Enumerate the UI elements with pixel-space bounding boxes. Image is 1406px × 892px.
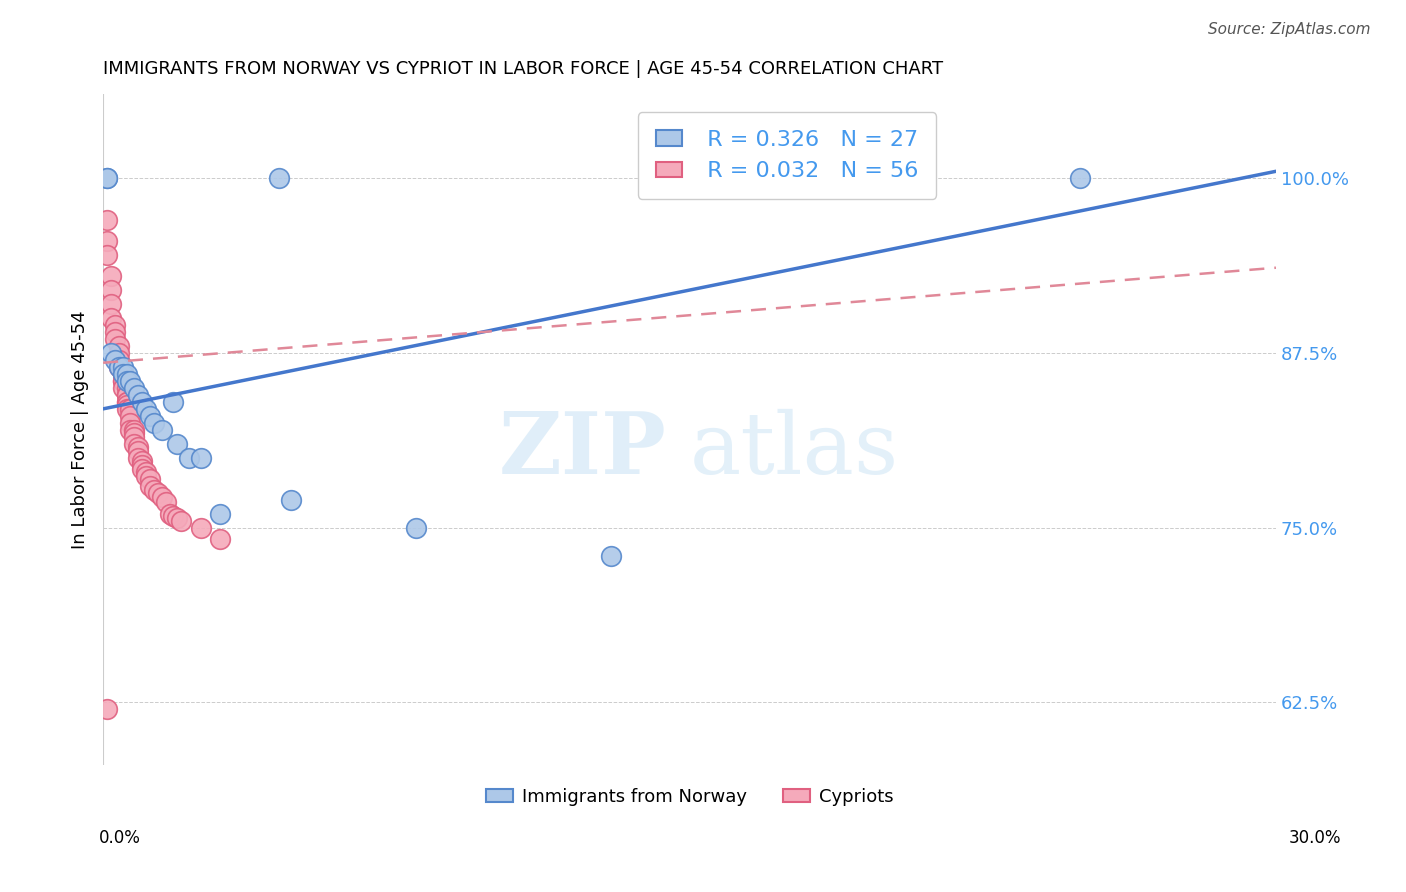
Point	[111, 367, 134, 381]
Point	[120, 401, 142, 416]
Point	[111, 374, 134, 388]
Point	[120, 374, 142, 388]
Point	[107, 346, 129, 360]
Point	[124, 430, 146, 444]
Point	[115, 398, 138, 412]
Point	[142, 416, 165, 430]
Point	[131, 453, 153, 467]
Text: Source: ZipAtlas.com: Source: ZipAtlas.com	[1208, 22, 1371, 37]
Point	[100, 297, 122, 311]
Point	[115, 401, 138, 416]
Point	[600, 549, 623, 563]
Point	[115, 381, 138, 395]
Point	[111, 374, 134, 388]
Point	[100, 283, 122, 297]
Point	[142, 483, 165, 497]
Point	[150, 423, 173, 437]
Point	[131, 462, 153, 476]
Point	[166, 511, 188, 525]
Point	[166, 437, 188, 451]
Point	[100, 346, 122, 360]
Point	[115, 388, 138, 402]
Point	[124, 425, 146, 440]
Point	[162, 509, 184, 524]
Point	[107, 359, 129, 374]
Point	[104, 318, 127, 332]
Point	[111, 367, 134, 381]
Point	[96, 702, 118, 716]
Point	[139, 472, 162, 486]
Point	[190, 450, 212, 465]
Point	[115, 395, 138, 409]
Point	[104, 325, 127, 339]
Text: atlas: atlas	[689, 409, 898, 491]
Point	[280, 492, 302, 507]
Text: ZIP: ZIP	[498, 408, 666, 492]
Point	[127, 388, 149, 402]
Point	[107, 339, 129, 353]
Point	[115, 395, 138, 409]
Point	[107, 353, 129, 368]
Point	[179, 450, 201, 465]
Point	[115, 367, 138, 381]
Point	[111, 359, 134, 374]
Point	[159, 507, 181, 521]
Point	[120, 416, 142, 430]
Point	[150, 490, 173, 504]
Point	[162, 395, 184, 409]
Point	[100, 269, 122, 284]
Point	[127, 443, 149, 458]
Point	[1069, 171, 1091, 186]
Point	[120, 423, 142, 437]
Text: IMMIGRANTS FROM NORWAY VS CYPRIOT IN LABOR FORCE | AGE 45-54 CORRELATION CHART: IMMIGRANTS FROM NORWAY VS CYPRIOT IN LAB…	[103, 60, 943, 78]
Text: 30.0%: 30.0%	[1288, 829, 1341, 847]
Point	[127, 450, 149, 465]
Point	[267, 171, 290, 186]
Point	[146, 485, 169, 500]
Point	[115, 388, 138, 402]
Point	[155, 495, 177, 509]
Point	[111, 381, 134, 395]
Point	[139, 479, 162, 493]
Point	[209, 532, 232, 546]
Point	[131, 395, 153, 409]
Text: 0.0%: 0.0%	[98, 829, 141, 847]
Point	[104, 332, 127, 346]
Point	[96, 171, 118, 186]
Point	[131, 458, 153, 472]
Point	[96, 234, 118, 248]
Point	[124, 423, 146, 437]
Point	[96, 171, 118, 186]
Point	[405, 521, 427, 535]
Point	[124, 437, 146, 451]
Point	[135, 469, 157, 483]
Point	[96, 213, 118, 227]
Point	[104, 353, 127, 368]
Point	[209, 507, 232, 521]
Point	[124, 381, 146, 395]
Point	[96, 248, 118, 262]
Point	[120, 409, 142, 423]
Point	[107, 359, 129, 374]
Point	[100, 311, 122, 326]
Point	[115, 374, 138, 388]
Y-axis label: In Labor Force | Age 45-54: In Labor Force | Age 45-54	[72, 310, 89, 549]
Point	[190, 521, 212, 535]
Point	[139, 409, 162, 423]
Point	[135, 401, 157, 416]
Legend: Immigrants from Norway, Cypriots: Immigrants from Norway, Cypriots	[478, 780, 901, 814]
Point	[111, 367, 134, 381]
Point	[127, 440, 149, 454]
Point	[170, 514, 193, 528]
Point	[135, 465, 157, 479]
